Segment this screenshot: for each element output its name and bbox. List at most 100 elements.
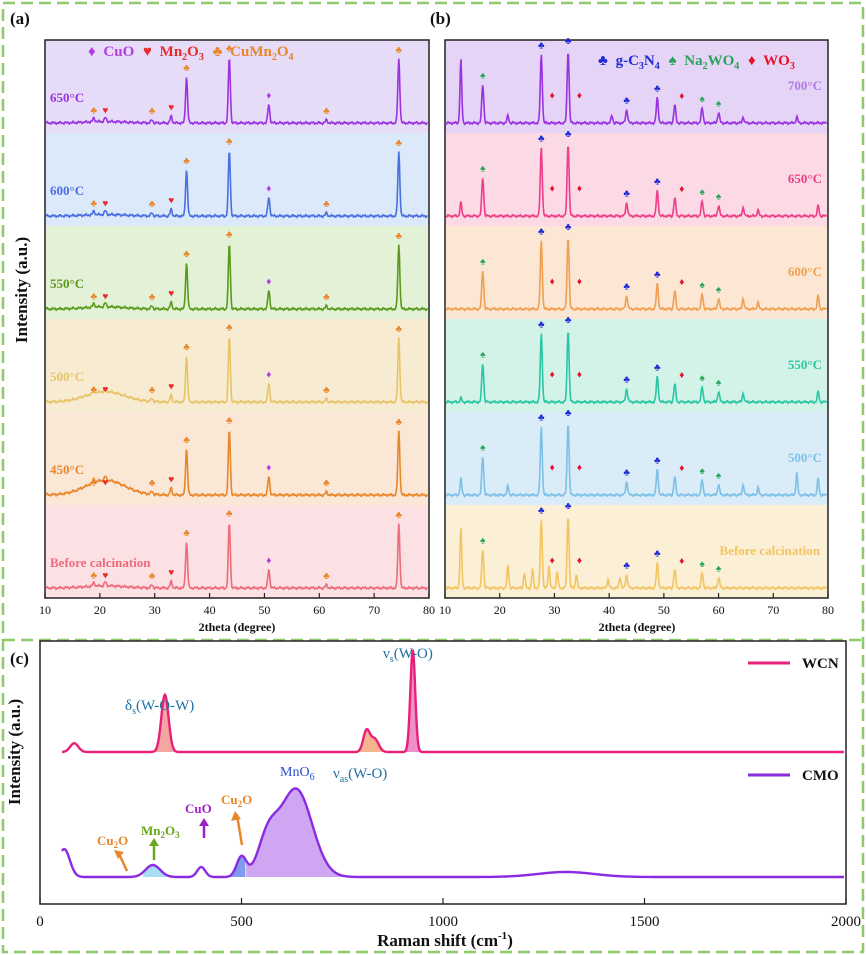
peak-marker-0-4: ♣ bbox=[183, 63, 190, 74]
xtick-label-6: 70 bbox=[368, 603, 380, 617]
series-band-3 bbox=[445, 319, 828, 412]
peak-marker-3-4: ♣ bbox=[183, 342, 190, 353]
peak-marker-4-6: ♣ bbox=[654, 456, 661, 467]
panel-a: 10 20 30 40 50 60 70 80 (a) 2theta (degree) Int… bbox=[10, 9, 435, 634]
panel-c-tag: (c) bbox=[10, 649, 29, 668]
series-line-2 bbox=[45, 244, 428, 312]
series-line-3 bbox=[445, 332, 828, 405]
legend-sub: 4 bbox=[655, 61, 660, 72]
peak-marker-5-0: ♠ bbox=[480, 535, 486, 546]
peak-marker-3-4: ♦ bbox=[577, 369, 582, 380]
series-band-5 bbox=[45, 505, 429, 598]
mno: MnO bbox=[280, 765, 310, 780]
legend-o: O bbox=[187, 44, 199, 60]
peak-marker-3-6: ♣ bbox=[654, 363, 661, 374]
peak-marker-0-5: ♣ bbox=[623, 96, 630, 107]
peak-marker-0-7: ♣ bbox=[323, 106, 330, 117]
arrow-cu2o-2 bbox=[235, 814, 244, 846]
sub: 6 bbox=[310, 772, 315, 783]
xtick-c-label-3: 1500 bbox=[630, 914, 660, 930]
xtick-label-2: 30 bbox=[548, 603, 560, 617]
legend-sub: 3 bbox=[199, 52, 204, 63]
series-line-1 bbox=[45, 151, 428, 219]
peak-marker-3-8: ♣ bbox=[396, 324, 403, 335]
peak-marker-1-6: ♣ bbox=[654, 177, 661, 188]
peak-marker-4-4: ♣ bbox=[183, 435, 190, 446]
annotation-delta-wow: δs(W-O-W) bbox=[125, 698, 194, 717]
legend-sub: 3 bbox=[790, 61, 795, 72]
sub: 2 bbox=[114, 840, 119, 850]
peak-marker-0-8: ♣ bbox=[396, 45, 403, 56]
series-band-4 bbox=[445, 412, 828, 505]
sub: 2 bbox=[161, 830, 166, 840]
peak-marker-3-9: ♠ bbox=[716, 378, 722, 389]
xtick-label-3: 40 bbox=[603, 603, 615, 617]
series-name-3: 500°C bbox=[50, 369, 84, 384]
sub: 2 bbox=[238, 799, 243, 809]
peak-marker-1-0: ♣ bbox=[91, 198, 98, 209]
peak-marker-2-1: ♥ bbox=[102, 291, 108, 302]
series-band-3 bbox=[45, 319, 429, 412]
arrowhead-cu2o-2 bbox=[231, 811, 241, 821]
legend-cmo: CMO bbox=[802, 768, 839, 784]
series-name-2: 600°C bbox=[788, 264, 822, 279]
peak-marker-0-9: ♠ bbox=[716, 99, 722, 110]
xtick-label-5: 60 bbox=[713, 603, 725, 617]
o: O bbox=[118, 833, 128, 848]
peak-marker-1-8: ♣ bbox=[396, 138, 403, 149]
xtick-label-5: 60 bbox=[313, 603, 325, 617]
panel-c-ylabel: Intensity (a.u.) bbox=[5, 699, 24, 805]
peak-marker-3-5: ♣ bbox=[623, 375, 630, 386]
legend-o: O bbox=[277, 44, 289, 60]
peak-marker-1-3: ♣ bbox=[565, 129, 572, 140]
series-line-3 bbox=[45, 337, 428, 405]
legend-sub: 2 bbox=[703, 61, 708, 72]
peak-marker-1-8: ♠ bbox=[700, 187, 706, 198]
peak-marker-2-3: ♣ bbox=[565, 222, 572, 233]
legend-mn2o3: Mn bbox=[160, 44, 183, 60]
series-name-1: 650°C bbox=[788, 171, 822, 186]
legend-symbol-cuo: ♦ bbox=[88, 44, 96, 60]
xtick-label-7: 80 bbox=[822, 603, 834, 617]
nu-sub: as bbox=[340, 774, 348, 785]
peak-marker-4-1: ♥ bbox=[102, 477, 108, 488]
series-cmo bbox=[60, 787, 844, 879]
series-name-5: Before calcination bbox=[720, 543, 821, 558]
xlabel-close: ) bbox=[507, 931, 513, 950]
legend-wo3: WO bbox=[763, 53, 790, 69]
legend-na2wo4: Na bbox=[684, 53, 703, 69]
peak-marker-5-5: ♣ bbox=[226, 509, 233, 520]
peak-marker-5-1: ♣ bbox=[538, 506, 545, 517]
xtick-label-0: 10 bbox=[439, 603, 451, 617]
fill-wcn-wow bbox=[149, 694, 185, 752]
cu: Cu bbox=[97, 833, 114, 848]
peak-marker-2-1: ♣ bbox=[538, 227, 545, 238]
panel-b-legend: ♣ g-C3N4 ♠ Na2WO4 ♦ WO3 bbox=[598, 53, 795, 73]
legend-symbol-gcn: ♣ bbox=[598, 53, 608, 69]
peak-marker-1-4: ♦ bbox=[577, 183, 582, 194]
peak-marker-2-9: ♠ bbox=[716, 285, 722, 296]
peak-marker-4-2: ♦ bbox=[550, 462, 555, 473]
legend-sub: 4 bbox=[289, 52, 294, 63]
o: O bbox=[165, 823, 175, 838]
peak-marker-0-7: ♦ bbox=[679, 91, 684, 102]
panel-b-axes bbox=[444, 39, 829, 599]
legend-symbol-cumn2o4: ♣ bbox=[213, 44, 223, 60]
peak-marker-5-8: ♠ bbox=[700, 559, 706, 570]
peak-marker-1-4: ♣ bbox=[183, 156, 190, 167]
peak-marker-4-8: ♠ bbox=[700, 466, 706, 477]
xtick-c-label-2: 1000 bbox=[428, 914, 458, 930]
peak-marker-3-0: ♣ bbox=[91, 384, 98, 395]
peak-marker-1-7: ♣ bbox=[323, 199, 330, 210]
nu-symbol: ν bbox=[383, 646, 390, 662]
peak-marker-2-8: ♠ bbox=[700, 280, 706, 291]
xtick-label-2: 30 bbox=[149, 603, 161, 617]
peak-marker-2-5: ♣ bbox=[623, 282, 630, 293]
peak-marker-2-7: ♦ bbox=[679, 277, 684, 288]
panel-a-ylabel: Intensity (a.u.) bbox=[12, 237, 31, 343]
peak-marker-4-0: ♠ bbox=[480, 442, 486, 453]
peak-marker-1-3: ♥ bbox=[168, 195, 174, 206]
peak-marker-0-8: ♠ bbox=[700, 94, 706, 105]
nu-text: (W-O) bbox=[348, 766, 387, 782]
annotation-cuo: CuO bbox=[185, 801, 212, 816]
